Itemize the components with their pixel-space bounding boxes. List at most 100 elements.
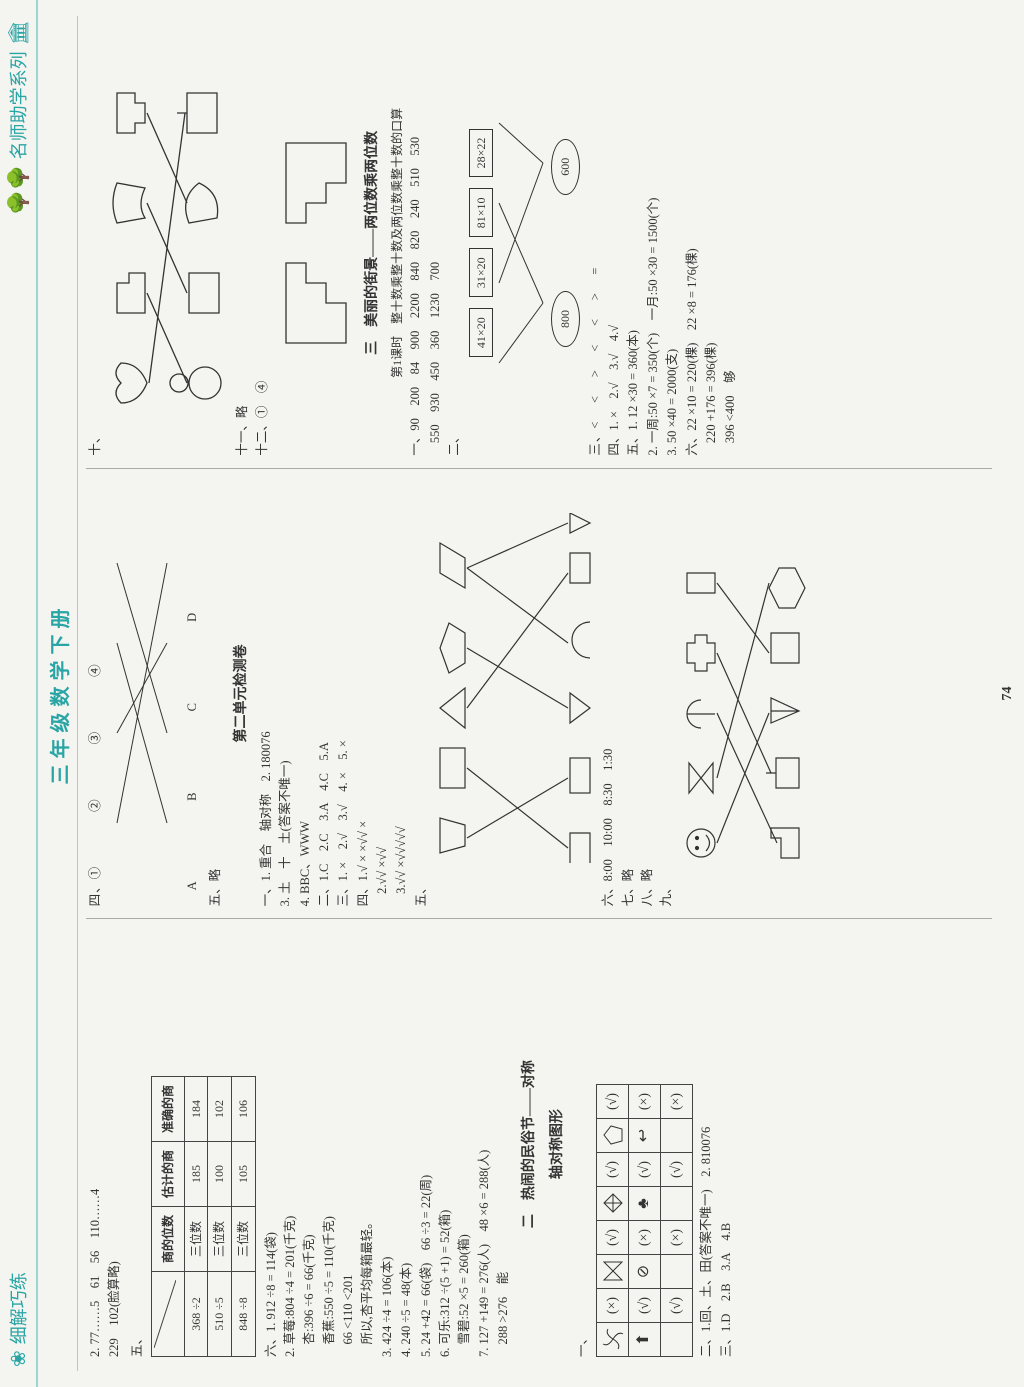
match-diagram-1 bbox=[109, 544, 179, 844]
l: 3. 土 十 土(答案不唯一) bbox=[276, 481, 295, 907]
th-blank bbox=[152, 1272, 185, 1357]
th-digits: 商的位数 bbox=[152, 1206, 185, 1271]
shape-match-diagram bbox=[435, 514, 595, 874]
estimate-table: 商的位数 估计的商 准确的商 368 ÷2 三位数 185 184 510 ÷5… bbox=[151, 1076, 255, 1357]
one-label: 一、 bbox=[573, 931, 592, 1357]
l: 2. 草莓:804 ÷4 = 201(千克) bbox=[281, 931, 300, 1357]
l: 六、22 ×10 = 220(棵) 22 ×8 = 176(棵) bbox=[683, 30, 702, 456]
c3-twelve: 十二、① ④ bbox=[253, 30, 272, 456]
l: 一、90 200 84 900 2200 840 820 240 510 530 bbox=[406, 30, 425, 456]
pentagon-icon bbox=[597, 1119, 629, 1153]
flame-icon: ♣ bbox=[629, 1187, 661, 1221]
mark: (×) bbox=[597, 1289, 629, 1323]
header-bar: ❀ 细解巧练 🌳🌳 名师助学系列 🏛 bbox=[0, 0, 38, 1387]
mark: (√) bbox=[661, 1289, 693, 1323]
c1-three: 三、1.D 2.B 3.A 4.B bbox=[717, 931, 736, 1357]
l: 2.√√ ×√√ bbox=[373, 481, 392, 907]
l: 66 <110 <201 bbox=[339, 931, 358, 1357]
header-right: 🌳🌳 名师助学系列 🏛 bbox=[5, 20, 31, 215]
blank bbox=[661, 1323, 693, 1357]
c2-seven: 七、略 bbox=[619, 481, 638, 907]
blank bbox=[661, 1119, 693, 1153]
l: 二、1.C 2.C 3.A 4.C 5.A bbox=[315, 481, 334, 907]
no-icon: ⊘ bbox=[629, 1255, 661, 1289]
l: 三、1. × 2.√ 3.√ 4. × 5. × bbox=[334, 481, 353, 907]
stepped-shapes-icon bbox=[276, 133, 356, 353]
box: 81×10 bbox=[469, 188, 494, 237]
mark: (√) bbox=[629, 1289, 661, 1323]
c1-line2: 229 102(脸算略) bbox=[105, 931, 124, 1357]
th-est: 估计的商 bbox=[152, 1141, 185, 1206]
table-row: 368 ÷2 三位数 185 184 bbox=[184, 1076, 208, 1356]
l: 3.√√ ×√√√√√ bbox=[392, 481, 411, 907]
l: 3. 424 ÷4 = 106(本) bbox=[378, 931, 397, 1357]
l: 5. 24 +42 = 66(袋) 66 ÷3 = 22(周) bbox=[417, 931, 436, 1357]
l: 4. BBC、WWW bbox=[296, 481, 315, 907]
symmetry-table: (×) (√) (√) (√) ⬆ (√) ⊘ (×) ♣ (√) ↩ (×) bbox=[596, 1084, 693, 1357]
header-left: ❀ 细解巧练 bbox=[5, 1272, 31, 1367]
box: 31×20 bbox=[469, 248, 494, 297]
l: 220 +176 = 396(棵) bbox=[702, 30, 721, 456]
header-left-text: 细解巧练 bbox=[5, 1272, 31, 1344]
table-row: 848 ÷8 三位数 105 106 bbox=[231, 1076, 255, 1356]
deco-leaf-icon: ❀ bbox=[6, 1350, 31, 1367]
page-number: 74 bbox=[996, 0, 1024, 1387]
pinwheel-icon bbox=[597, 1323, 629, 1357]
l: 一、1. 重合 轴对称 2. 180076 bbox=[257, 481, 276, 907]
c3-four: 四、1. × 2.√ 3.√ 4.√ bbox=[605, 30, 624, 456]
unit3-h2: 第1课时 整十数乘整十数及两位数乘整十数的口算 bbox=[388, 30, 407, 456]
two-label: 二、 bbox=[445, 30, 464, 456]
blank bbox=[661, 1187, 693, 1221]
column-3: 十、 十一、略 十二、① bbox=[86, 18, 992, 468]
th-actual: 准确的商 bbox=[152, 1076, 185, 1141]
c1-two: 二、1.回、土、田(答案不唯一) 2. 810076 bbox=[697, 931, 716, 1357]
mark: (×) bbox=[661, 1221, 693, 1255]
l: 2. 一周:50 ×7 = 350(个) 一月:50 ×30 = 1500(个) bbox=[644, 30, 663, 456]
l: 所以,杏平均每箱最轻。 bbox=[358, 931, 377, 1357]
mark: (√) bbox=[597, 1085, 629, 1119]
l: 396 <400 够 bbox=[721, 30, 740, 456]
unit3-h1: 三 美丽的街景——两位数乘两位数 bbox=[362, 30, 384, 456]
box-row: 41×20 31×20 81×10 28×22 bbox=[469, 30, 494, 456]
outline-match-diagram bbox=[109, 63, 229, 423]
c1-six: 六、1. 912 ÷8 = 114(袋) 2. 草莓:804 ÷4 = 201(… bbox=[262, 931, 514, 1357]
c2-six: 六、8:00 10:00 8:30 1:30 bbox=[599, 481, 618, 907]
bowtie-icon bbox=[597, 1255, 629, 1289]
deco-house-icon: 🏛 bbox=[6, 20, 31, 45]
unit2-test-title: 第二单元检测卷 bbox=[231, 481, 253, 907]
c2-five: 五、略 bbox=[206, 481, 225, 907]
l: 杏:396 ÷6 = 66(千克) bbox=[300, 931, 319, 1357]
mark: (×) bbox=[661, 1085, 693, 1119]
c2-four: 四、① ② ③ ④ bbox=[86, 481, 105, 907]
l: 3. 50 ×40 = 2000(支) bbox=[663, 30, 682, 456]
header-right-text: 名师助学系列 bbox=[5, 51, 31, 159]
c2-five2: 五、 bbox=[412, 481, 431, 907]
l: 四、1.√ × ×√√ × bbox=[354, 481, 373, 907]
l: 7. 127 +149 = 276(人) 48 ×6 = 288(人) bbox=[475, 931, 494, 1357]
mark: (√) bbox=[597, 1221, 629, 1255]
mark: (×) bbox=[629, 1221, 661, 1255]
c1-line1: 2. 77……5 61 56 110……4 bbox=[86, 931, 105, 1357]
abcd-row: A B C D bbox=[183, 481, 202, 907]
rhombus-icon bbox=[597, 1187, 629, 1221]
box: 28×22 bbox=[469, 129, 494, 178]
l: 六、1. 912 ÷8 = 114(袋) bbox=[262, 931, 281, 1357]
box: 41×20 bbox=[469, 308, 494, 357]
oval: 800 bbox=[551, 291, 580, 347]
l: 4. 240 ÷5 = 48(本) bbox=[397, 931, 416, 1357]
column-2: 四、① ② ③ ④ A B C D 五、略 第二单元检测卷 一、1. 重合 轴对… bbox=[86, 468, 992, 919]
page-rotated: ❀ 细解巧练 🌳🌳 名师助学系列 🏛 三年级数学下册 2. 77……5 61 5… bbox=[0, 0, 1024, 1387]
mark: (√) bbox=[661, 1153, 693, 1187]
mark: (√) bbox=[597, 1153, 629, 1187]
mark: (×) bbox=[629, 1085, 661, 1119]
c2-nine: 九、 bbox=[657, 481, 676, 907]
blank bbox=[661, 1255, 693, 1289]
box-oval-lines bbox=[497, 83, 547, 403]
oval-row: 800 600 bbox=[551, 30, 580, 456]
center-title: 三年级数学下册 bbox=[38, 16, 78, 1371]
c3-ten: 十、 bbox=[86, 30, 105, 456]
c3-eleven: 十一、略 bbox=[233, 30, 252, 456]
l: 雪碧:52 ×5 = 260(箱) bbox=[455, 931, 474, 1357]
uparrow-icon: ⬆ bbox=[629, 1323, 661, 1357]
l: 550 930 450 360 1230 700 bbox=[426, 30, 445, 456]
